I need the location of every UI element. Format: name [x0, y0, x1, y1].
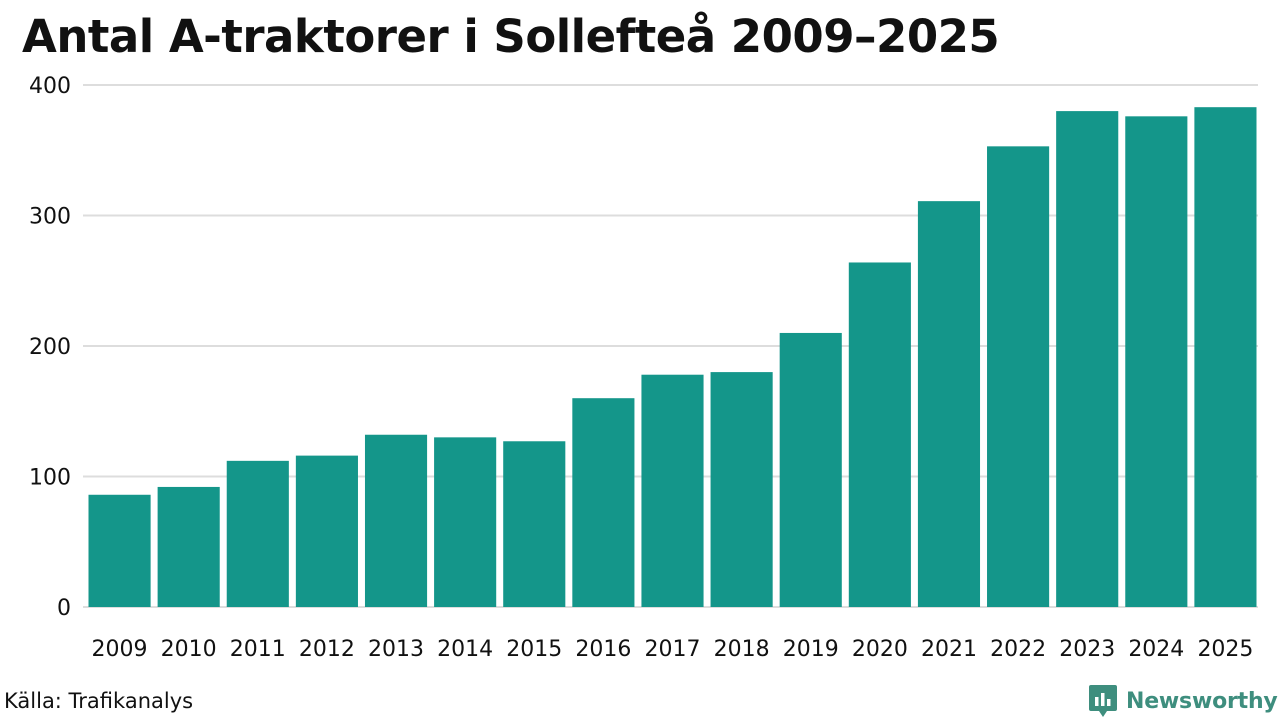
x-tick-label: 2023 — [1059, 637, 1115, 662]
bar-2013 — [364, 434, 428, 607]
bar-2018 — [710, 372, 773, 607]
bar-2021 — [917, 201, 981, 607]
x-tick-label: 2012 — [299, 637, 355, 662]
bar-2012 — [295, 455, 358, 607]
newsworthy-logo-icon — [1089, 685, 1117, 717]
bar-2011 — [226, 460, 289, 607]
x-tick-label: 2020 — [852, 637, 908, 662]
brand-logo: Newsworthy — [1088, 684, 1278, 718]
x-tick-label: 2011 — [230, 637, 286, 662]
x-tick-label: 2019 — [783, 637, 839, 662]
bar-2024 — [1125, 116, 1188, 607]
y-tick-label: 400 — [29, 74, 71, 99]
x-tick-label: 2017 — [645, 637, 701, 662]
brand-name: Newsworthy — [1126, 688, 1278, 714]
bar-2010 — [157, 486, 220, 607]
x-axis-ticks: 2009 2010 2011 2012 2013 2014 2015 2016 2017 2018… — [92, 637, 1254, 662]
bar-2020 — [848, 262, 911, 607]
y-tick-label: 300 — [29, 205, 71, 230]
x-tick-label: 2015 — [506, 637, 562, 662]
x-tick-label: 2021 — [921, 637, 977, 662]
bar-2025 — [1194, 107, 1257, 607]
source-note: Källa: Trafikanalys — [4, 689, 194, 713]
x-tick-label: 2016 — [575, 637, 631, 662]
x-tick-label: 2024 — [1128, 637, 1184, 662]
bars — [88, 107, 1257, 607]
y-tick-label: 0 — [57, 596, 71, 621]
x-tick-label: 2014 — [437, 637, 493, 662]
bar-2019 — [779, 332, 842, 607]
y-tick-label: 200 — [29, 335, 71, 360]
x-tick-label: 2022 — [990, 637, 1046, 662]
bar-2022 — [987, 146, 1050, 607]
bar-2023 — [1056, 111, 1119, 607]
x-tick-label: 2013 — [368, 637, 424, 662]
x-tick-label: 2010 — [161, 637, 217, 662]
bar-2017 — [641, 374, 704, 607]
x-tick-label: 2009 — [92, 637, 148, 662]
x-tick-label: 2025 — [1197, 637, 1253, 662]
bar-2014 — [434, 437, 497, 607]
chart-title: Antal A-traktorer i Sollefteå 2009–2025 — [22, 10, 1000, 63]
bar-2009 — [88, 494, 151, 607]
bar-2015 — [503, 441, 566, 607]
bar-2016 — [572, 398, 635, 607]
y-tick-label: 100 — [29, 466, 71, 491]
x-tick-label: 2018 — [714, 637, 770, 662]
y-axis-ticks: 0 100 200 300 400 — [29, 74, 71, 621]
